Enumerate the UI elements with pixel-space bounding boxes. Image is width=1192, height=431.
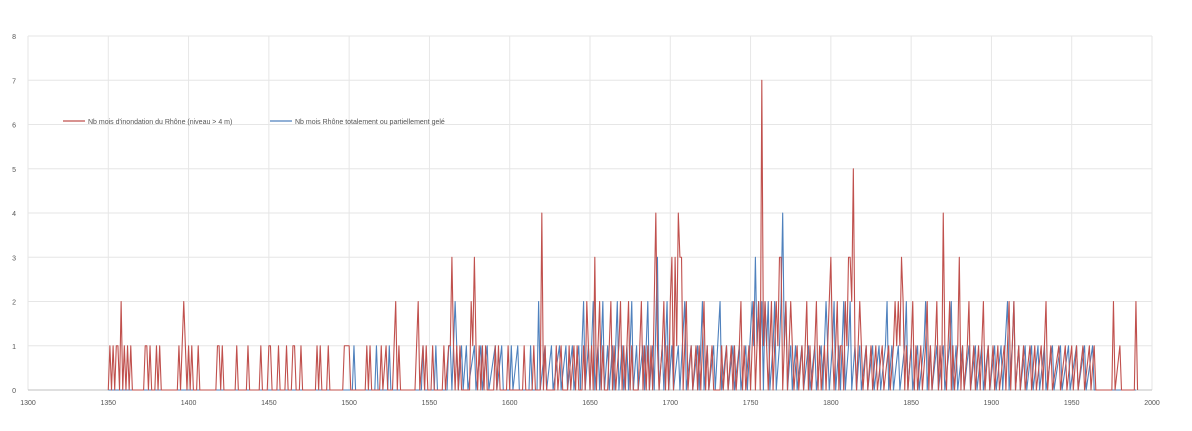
x-tick-label: 1900 — [984, 400, 1000, 407]
legend-label-flood: Nb mois d'inondation du Rhône (niveau > … — [88, 119, 232, 126]
y-tick-label: 8 — [12, 34, 16, 41]
x-tick-label: 1650 — [582, 400, 598, 407]
legend-entry-frozen: Nb mois Rhône totalement ou partiellemen… — [270, 119, 445, 126]
grid — [27, 35, 1153, 391]
series-line-flood — [107, 79, 1139, 391]
x-tick-label: 1350 — [100, 400, 116, 407]
x-tick-label: 1850 — [903, 400, 919, 407]
y-tick-label: 3 — [12, 255, 16, 262]
x-tick-label: 1400 — [181, 400, 197, 407]
y-tick-label: 5 — [12, 167, 16, 174]
x-tick-label: 1450 — [261, 400, 277, 407]
x-tick-label: 1500 — [341, 400, 357, 407]
y-tick-label: 0 — [12, 388, 16, 395]
x-tick-label: 1550 — [422, 400, 438, 407]
x-tick-label: 1600 — [502, 400, 518, 407]
y-tick-label: 7 — [12, 78, 16, 85]
y-tick-label: 2 — [12, 300, 16, 307]
x-tick-label: 1800 — [823, 400, 839, 407]
legend-label-frozen: Nb mois Rhône totalement ou partiellemen… — [295, 119, 445, 126]
y-tick-label: 1 — [12, 344, 16, 351]
x-tick-label: 1750 — [743, 400, 759, 407]
series-layer — [107, 79, 1139, 391]
x-tick-label: 1950 — [1064, 400, 1080, 407]
y-tick-label: 4 — [12, 211, 16, 218]
x-tick-label: 2000 — [1144, 400, 1160, 407]
x-tick-label: 1700 — [662, 400, 678, 407]
legend: Nb mois d'inondation du Rhône (niveau > … — [63, 119, 445, 126]
y-tick-label: 6 — [12, 123, 16, 130]
legend-entry-flood: Nb mois d'inondation du Rhône (niveau > … — [63, 119, 232, 126]
x-tick-label: 1300 — [20, 400, 36, 407]
